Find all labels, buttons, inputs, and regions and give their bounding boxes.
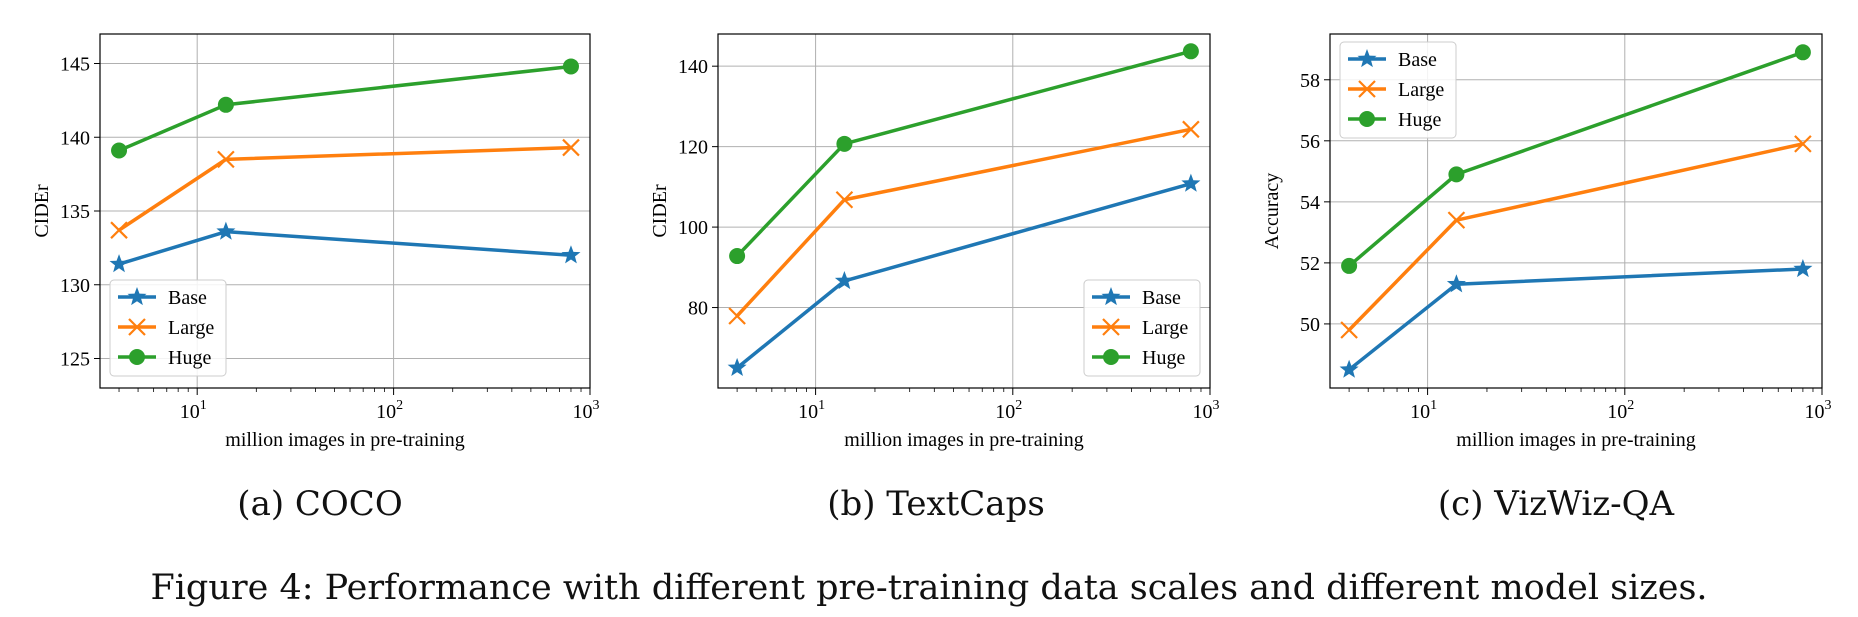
y-tick-label: 50	[1300, 314, 1320, 336]
legend-marker-large	[1102, 318, 1120, 336]
legend-label-huge: Huge	[1142, 347, 1185, 369]
y-tick-label: 100	[678, 217, 708, 239]
legend-label-base: Base	[1398, 49, 1437, 71]
data-point-base	[561, 245, 581, 264]
data-point-base	[1446, 274, 1466, 293]
data-point-large	[217, 150, 235, 169]
subcaption-coco: (a) COCO	[237, 484, 403, 524]
data-point-base	[109, 254, 129, 273]
legend-label-base: Base	[1142, 287, 1181, 309]
data-point-base	[1793, 258, 1813, 278]
data-point-base	[1339, 359, 1359, 378]
data-point-large	[1182, 120, 1200, 139]
legend-marker-huge	[1359, 111, 1375, 127]
data-point-huge	[111, 142, 128, 159]
plot-frame	[717, 33, 1211, 389]
data-point-huge	[1794, 44, 1811, 61]
legend: Base Large Huge	[109, 279, 227, 377]
legend-marker-base	[127, 287, 147, 306]
data-point-base	[216, 221, 236, 240]
subcaption-textcaps: (b) TextCaps	[827, 484, 1045, 524]
legend-marker-huge	[129, 349, 145, 365]
data-point-large	[562, 138, 580, 157]
chart-coco: 125 130 135 140 145 101 102 103 million images i…	[31, 33, 600, 451]
chart-vizwiz: 50 52 54 56 58 101 102 103 million images in pre…	[1261, 33, 1832, 451]
legend-label-large: Large	[168, 317, 214, 339]
data-point-large	[1340, 321, 1358, 339]
data-point-base	[834, 271, 854, 290]
y-tick-label: 135	[60, 201, 90, 223]
y-tick-label: 80	[688, 298, 708, 320]
plot-frame	[99, 33, 591, 389]
data-point-huge	[1448, 166, 1465, 183]
x-axis-label: million images in pre-training	[1456, 429, 1695, 451]
data-point-large	[110, 221, 128, 239]
x-tick-label: 101	[1410, 398, 1437, 423]
data-point-huge	[562, 58, 579, 75]
x-tick-label: 101	[180, 398, 207, 423]
series-line-base	[1348, 267, 1803, 372]
data-point-large	[728, 307, 746, 325]
x-tick-label: 102	[376, 398, 403, 423]
legend-marker-base	[1357, 49, 1377, 68]
y-axis-label: CIDEr	[31, 184, 53, 238]
series-line-huge	[735, 49, 1192, 258]
x-axis-label: million images in pre-training	[225, 429, 464, 451]
legend-marker-large	[1358, 80, 1376, 98]
y-tick-label: 58	[1300, 70, 1320, 92]
x-tick-label: 103	[1805, 398, 1832, 423]
legend-label-large: Large	[1142, 317, 1188, 339]
data-point-huge	[836, 135, 853, 152]
figure-caption: Figure 4: Performance with different pre…	[150, 568, 1708, 608]
legend-marker-base	[1101, 287, 1121, 306]
data-point-base	[1181, 173, 1201, 192]
data-point-huge	[729, 248, 746, 265]
data-point-huge	[1182, 43, 1199, 60]
y-axis-label: Accuracy	[1261, 173, 1283, 250]
legend-label-huge: Huge	[1398, 109, 1441, 131]
legend-marker-large	[128, 318, 146, 336]
subcaption-vizwiz: (c) VizWiz-QA	[1437, 484, 1675, 524]
legend: Base Large Huge	[1339, 41, 1457, 139]
data-point-large	[835, 190, 854, 209]
series-line-base	[118, 229, 572, 266]
x-axis-label: million images in pre-training	[844, 429, 1083, 451]
x-tick-label: 103	[1193, 398, 1220, 423]
x-tick-label: 102	[1607, 398, 1634, 423]
legend-label-huge: Huge	[168, 347, 211, 369]
y-tick-label: 120	[678, 137, 708, 159]
series-line-large	[118, 145, 572, 232]
y-tick-label: 125	[60, 349, 90, 371]
legend: Base Large Huge	[1083, 279, 1201, 377]
chart-textcaps: 80 100 120 140 101 102 103 million images in pr…	[649, 33, 1220, 451]
data-point-large	[1447, 211, 1466, 229]
y-tick-label: 145	[60, 54, 90, 76]
y-tick-label: 140	[678, 56, 708, 78]
y-axis-label: CIDEr	[649, 184, 671, 238]
x-tick-label: 103	[573, 398, 600, 423]
legend-label-large: Large	[1398, 79, 1444, 101]
data-point-huge	[1341, 257, 1358, 274]
legend-label-base: Base	[168, 287, 207, 309]
y-tick-label: 54	[1300, 192, 1320, 214]
series-line-large	[1347, 142, 1804, 332]
y-tick-label: 56	[1300, 131, 1320, 153]
plot-frame	[1329, 33, 1823, 389]
y-tick-label: 140	[60, 127, 90, 149]
y-tick-label: 130	[60, 275, 90, 297]
legend-marker-huge	[1103, 349, 1119, 365]
data-point-large	[1794, 135, 1812, 153]
x-tick-label: 102	[995, 398, 1022, 423]
data-point-base	[727, 357, 747, 376]
data-point-huge	[217, 96, 234, 113]
x-tick-label: 101	[798, 398, 825, 423]
series-line-huge	[118, 64, 572, 153]
y-tick-label: 52	[1300, 253, 1320, 275]
